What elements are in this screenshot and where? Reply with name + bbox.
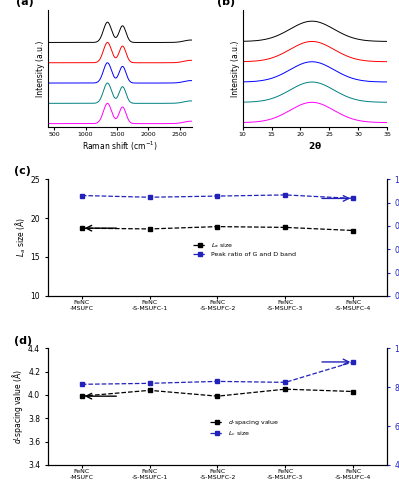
$L_a$ size — [351, 228, 356, 234]
Line: $L_c$ size: $L_c$ size — [79, 360, 356, 386]
$L_c$ size — [147, 380, 152, 386]
Y-axis label: Intensity (a.u.): Intensity (a.u.) — [36, 40, 45, 96]
Legend: $L_a$ size, Peak ratio of G and D band: $L_a$ size, Peak ratio of G and D band — [190, 238, 299, 260]
$d$-spacing value — [147, 388, 152, 394]
$L_a$ size — [283, 224, 288, 230]
Peak ratio of G and D band — [79, 192, 84, 198]
$L_a$ size — [147, 226, 152, 232]
$d$-spacing value — [215, 393, 220, 399]
$L_c$ size — [283, 380, 288, 386]
$L_c$ size — [215, 378, 220, 384]
Y-axis label: $d$-spacing value (Å): $d$-spacing value (Å) — [10, 369, 26, 444]
$L_c$ size — [79, 382, 84, 388]
Peak ratio of G and D band — [283, 192, 288, 198]
$d$-spacing value — [351, 388, 356, 394]
Peak ratio of G and D band — [147, 194, 152, 200]
$L_c$ size — [351, 359, 356, 365]
Peak ratio of G and D band — [215, 193, 220, 199]
$d$-spacing value — [79, 393, 84, 399]
Text: (c): (c) — [14, 166, 31, 176]
$d$-spacing value — [283, 386, 288, 392]
Line: $L_a$ size: $L_a$ size — [79, 224, 356, 233]
Text: (d): (d) — [14, 336, 32, 345]
X-axis label: Raman shift (cm$^{-1}$): Raman shift (cm$^{-1}$) — [82, 140, 158, 153]
Line: Peak ratio of G and D band: Peak ratio of G and D band — [79, 192, 356, 201]
Peak ratio of G and D band — [351, 196, 356, 202]
Text: (b): (b) — [217, 0, 235, 8]
Text: (a): (a) — [16, 0, 34, 8]
Legend: $d$-spacing value, $L_c$ size: $d$-spacing value, $L_c$ size — [207, 416, 282, 440]
Y-axis label: $L_a$ size (Å): $L_a$ size (Å) — [13, 218, 28, 258]
Y-axis label: Intensity (a.u.): Intensity (a.u.) — [231, 40, 240, 96]
$L_a$ size — [215, 224, 220, 230]
$L_a$ size — [79, 225, 84, 231]
X-axis label: 2$\mathbf{\theta}$: 2$\mathbf{\theta}$ — [308, 140, 322, 151]
Line: $d$-spacing value: $d$-spacing value — [79, 386, 356, 398]
